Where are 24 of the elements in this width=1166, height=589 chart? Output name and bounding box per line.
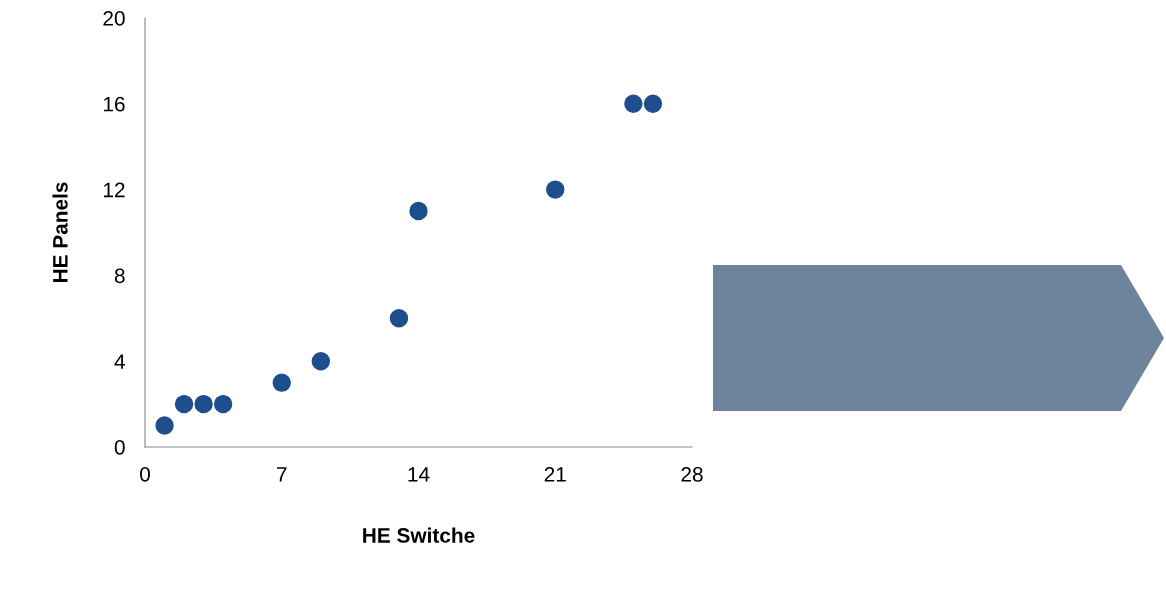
point	[409, 201, 428, 221]
y-axis-title: HE Panels	[52, 182, 68, 283]
point	[643, 94, 663, 114]
x-tick-label: 7	[277, 467, 287, 482]
x-axis-title: HE Switche	[363, 527, 475, 543]
point	[213, 394, 233, 414]
y-tick-label: 16	[103, 96, 125, 112]
point	[272, 373, 291, 392]
y-tick-label: 12	[103, 182, 125, 198]
y-tick-label: 4	[114, 354, 125, 369]
y-tick-label: 0	[114, 440, 125, 455]
point	[546, 180, 565, 199]
x-tick-label: 21	[544, 466, 566, 482]
point	[194, 394, 213, 414]
point	[624, 94, 643, 114]
y-tick-label: 8	[114, 268, 125, 284]
x-tick-label: 14	[408, 467, 430, 482]
point	[155, 416, 174, 435]
point	[174, 394, 194, 414]
y-tick-label: 20	[103, 11, 125, 26]
point	[311, 351, 331, 371]
x-tick-label: 0	[140, 466, 150, 482]
x-tick-label: 28	[681, 466, 703, 482]
point	[389, 309, 409, 328]
